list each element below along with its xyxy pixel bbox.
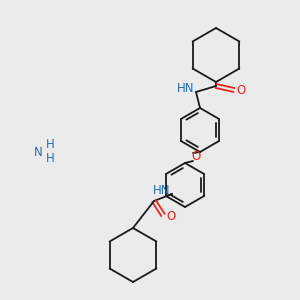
Text: H: H (46, 152, 54, 166)
Text: O: O (236, 83, 246, 97)
Text: HN: HN (153, 184, 171, 196)
Text: O: O (167, 211, 176, 224)
Text: H: H (46, 139, 54, 152)
Text: N: N (34, 146, 42, 158)
Text: HN: HN (177, 82, 195, 95)
Text: O: O (191, 151, 201, 164)
